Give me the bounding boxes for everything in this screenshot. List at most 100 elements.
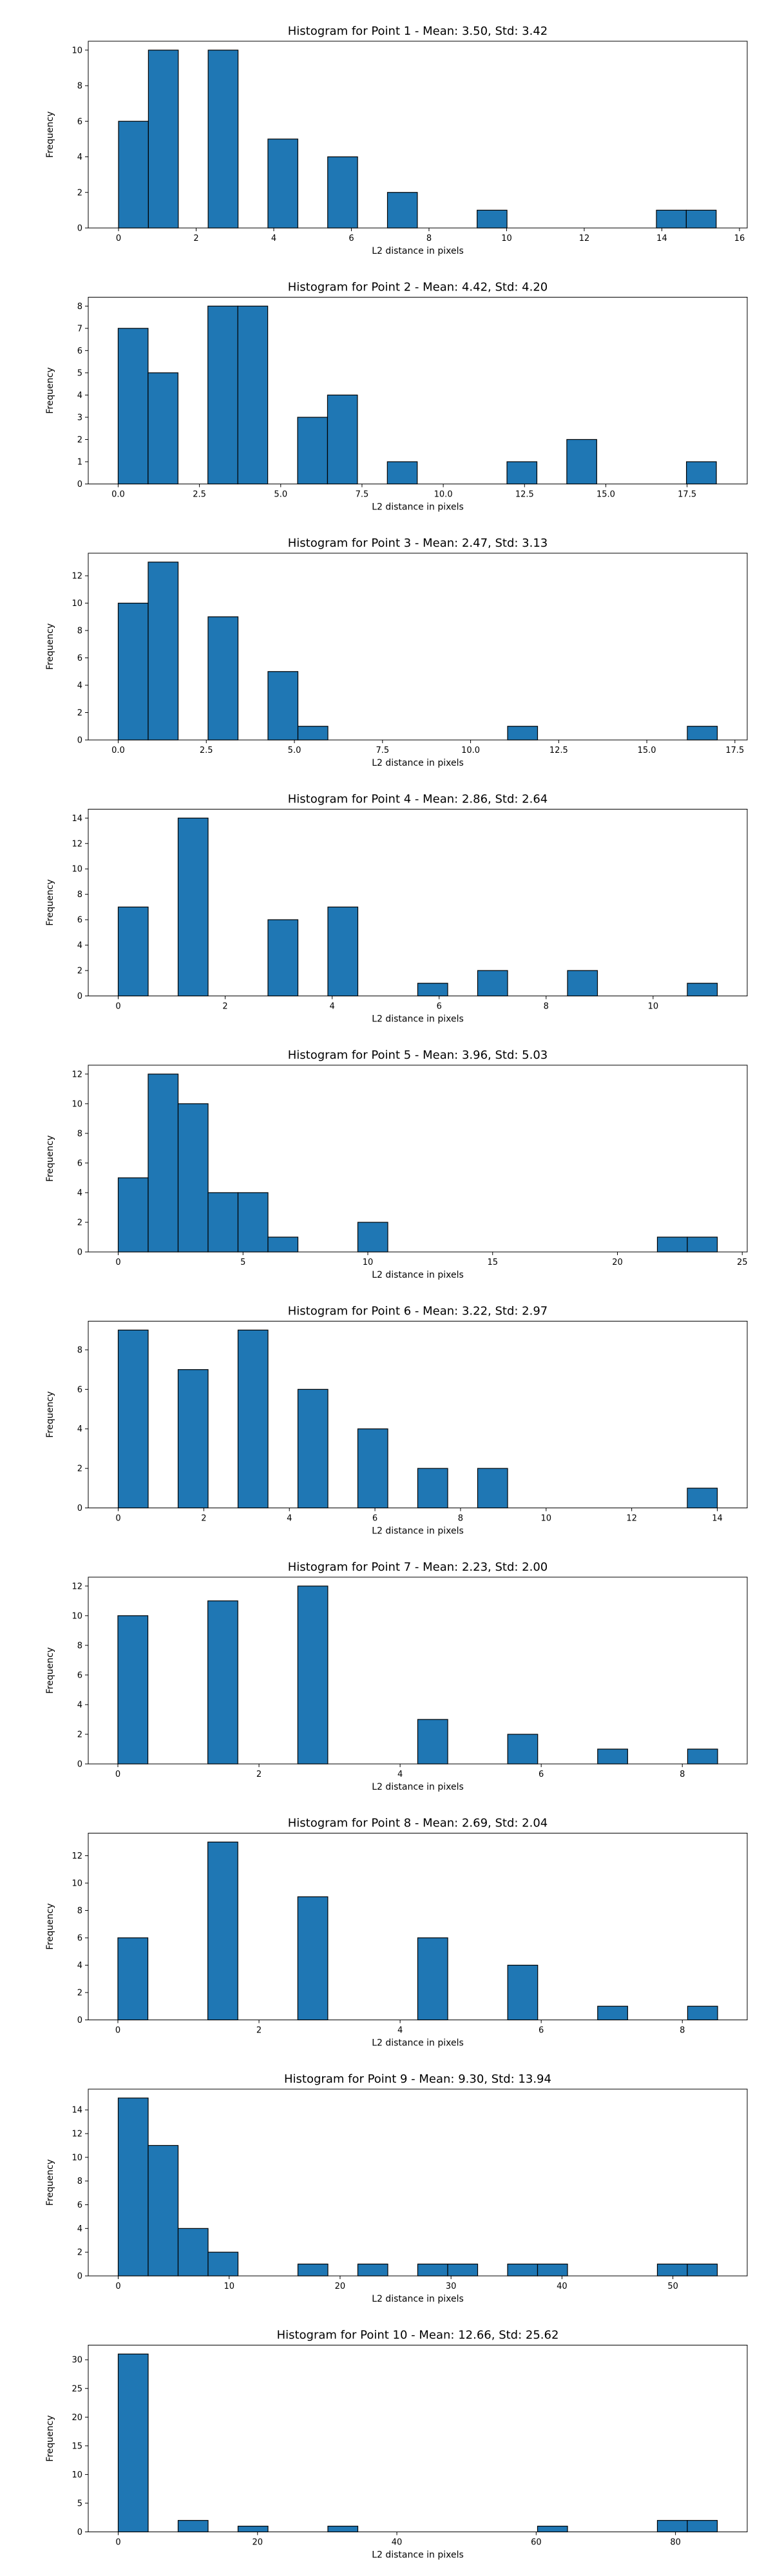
histogram-bar [357, 1428, 388, 1509]
histogram-bar [685, 209, 717, 229]
x-tick-label: 15 [487, 1258, 498, 1267]
x-tick-label: 6 [372, 1514, 377, 1524]
x-axis-label: L2 distance in pixels [372, 1526, 464, 1537]
y-tick-label: 2 [77, 1730, 82, 1739]
y-tick-label: 0 [77, 2528, 82, 2537]
y-tick-label: 0 [77, 2016, 82, 2025]
x-tick-label: 17.5 [678, 490, 696, 500]
y-tick-label: 6 [77, 346, 82, 356]
y-tick-label: 1 [77, 457, 82, 467]
histogram-bar [297, 2263, 329, 2277]
chart-title: Histogram for Point 1 - Mean: 3.50, Std:… [288, 24, 548, 38]
y-tick-label: 8 [77, 1906, 82, 1916]
histogram-bar [417, 1468, 448, 1509]
y-tick-label: 12 [72, 1070, 82, 1079]
histogram-bar [148, 372, 178, 485]
x-tick-label: 6 [437, 1002, 442, 1012]
x-tick-label: 8 [426, 234, 432, 243]
x-tick-label: 7.5 [376, 746, 389, 755]
y-tick-label: 0 [77, 1248, 82, 1258]
x-tick-label: 15.0 [596, 490, 615, 500]
y-tick-label: 0 [77, 224, 82, 234]
histogram-bar [297, 1388, 329, 1509]
y-tick-label: 5 [77, 2499, 82, 2508]
histogram-bar [507, 726, 539, 741]
y-axis-label: Frequency [45, 1647, 55, 1694]
y-tick-label: 25 [72, 2384, 82, 2394]
x-axis-label: L2 distance in pixels [372, 1270, 464, 1280]
y-axis-label: Frequency [45, 1903, 55, 1949]
x-tick-label: 0 [116, 234, 121, 243]
y-tick-label: 2 [77, 435, 82, 445]
histogram-bar [117, 1329, 149, 1509]
y-tick-label: 6 [77, 654, 82, 663]
chart-title: Histogram for Point 6 - Mean: 3.22, Std:… [288, 1305, 548, 1318]
y-tick-label: 10 [72, 2153, 82, 2163]
x-axis-label: L2 distance in pixels [372, 2038, 464, 2049]
histogram-bar [597, 2005, 628, 2021]
x-tick-label: 30 [446, 2282, 457, 2291]
x-tick-label: 0 [115, 2538, 120, 2548]
histogram-bar [237, 2525, 269, 2533]
y-tick-label: 2 [77, 967, 82, 976]
x-tick-label: 7.5 [356, 490, 369, 500]
y-tick-label: 0 [77, 992, 82, 1001]
histogram-bar [656, 2263, 688, 2277]
histogram-bar [148, 50, 179, 229]
x-tick-label: 60 [531, 2538, 542, 2548]
x-tick-label: 0.0 [111, 746, 125, 755]
histogram-bar [237, 305, 269, 485]
histogram-bar [327, 2525, 359, 2533]
y-tick-label: 10 [72, 1611, 82, 1621]
x-tick-label: 4 [397, 1770, 403, 1779]
x-tick-label: 8 [680, 2026, 685, 2036]
chart-title: Histogram for Point 8 - Mean: 2.69, Std:… [288, 1817, 548, 1830]
histogram-bar [597, 1748, 628, 1765]
y-tick-label: 10 [72, 1879, 82, 1889]
x-tick-label: 10 [648, 1002, 659, 1012]
y-tick-label: 4 [77, 1700, 82, 1710]
x-tick-label: 6 [539, 1770, 544, 1779]
y-axis-label: Frequency [45, 1135, 55, 1182]
plot-frame [88, 2088, 748, 2277]
histogram-bar [207, 2251, 239, 2277]
plot-frame [88, 1065, 748, 1253]
y-tick-label: 6 [77, 1385, 82, 1395]
plot-frame [88, 1833, 748, 2020]
histogram-bar [117, 906, 149, 997]
x-axis-label: L2 distance in pixels [372, 1014, 464, 1025]
y-tick-label: 20 [72, 2413, 82, 2423]
histogram-bar [477, 209, 508, 229]
histogram-bar [207, 616, 239, 741]
y-tick-label: 2 [77, 1218, 82, 1227]
x-tick-label: 12 [626, 1514, 637, 1524]
histogram-bar [177, 1369, 209, 1509]
x-tick-label: 8 [544, 1002, 549, 1012]
x-tick-label: 12.5 [515, 490, 534, 500]
x-tick-label: 6 [539, 2026, 544, 2036]
histogram-bar [537, 2525, 568, 2533]
histogram-bar [207, 50, 239, 229]
histogram-panel: Histogram for Point 7 - Mean: 2.23, Std:… [45, 1560, 748, 1792]
histogram-bar [327, 156, 358, 229]
histogram-panel: Histogram for Point 5 - Mean: 3.96, Std:… [45, 1048, 748, 1280]
x-tick-label: 2 [256, 1770, 262, 1779]
plot-frame [88, 297, 748, 484]
x-axis-label: L2 distance in pixels [372, 1782, 464, 1792]
histogram-bar [687, 1236, 718, 1253]
y-tick-label: 5 [77, 368, 82, 378]
x-tick-label: 5.0 [288, 746, 301, 755]
histogram-bar [537, 2263, 568, 2277]
histogram-bar [177, 817, 209, 997]
histogram-bar [507, 2263, 539, 2277]
y-tick-label: 4 [77, 391, 82, 401]
x-tick-label: 0.0 [111, 490, 125, 500]
histogram-bar [417, 1937, 448, 2021]
y-tick-label: 8 [77, 82, 82, 91]
x-tick-label: 10 [363, 1258, 374, 1267]
y-tick-label: 2 [77, 1989, 82, 1998]
x-tick-label: 5.0 [274, 490, 287, 500]
plot-frame [88, 1577, 748, 1765]
chart-title: Histogram for Point 2 - Mean: 4.42, Std:… [288, 281, 548, 294]
